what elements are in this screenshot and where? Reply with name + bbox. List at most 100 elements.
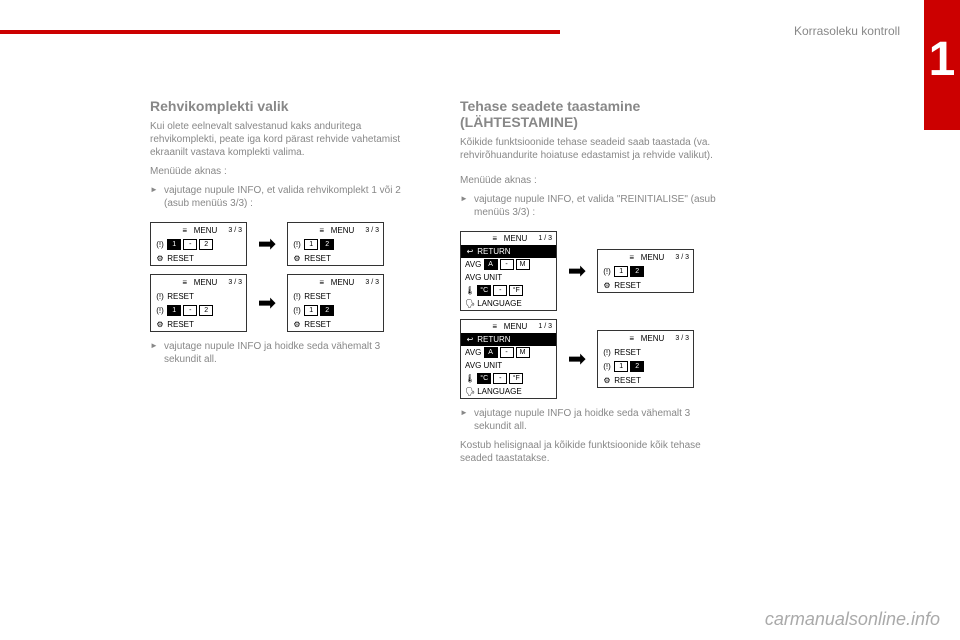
tire-icon: (!)	[155, 292, 165, 301]
right-p3: Kostub helisignaal ja kõikide funktsioon…	[460, 439, 730, 465]
reset-label: RESET	[304, 254, 331, 263]
screen-row: ≡MENU1 / 3 ↩ RETURN AVG A-M AVG UNIT 🌡 °…	[460, 231, 730, 311]
reset-icon: ⚙	[602, 281, 612, 290]
opt-2: 2	[199, 239, 213, 250]
menu-screen: ≡MENU3 / 3 (!) RESET (!) 12 ⚙ RESET	[597, 330, 694, 388]
tire-icon: (!)	[155, 306, 165, 315]
arrow-icon: ➡	[247, 290, 287, 316]
menu-label: MENU	[194, 278, 218, 287]
opt-dash: -	[493, 285, 507, 296]
reset-icon: ⚙	[155, 320, 165, 329]
opt-1: 1	[614, 266, 628, 277]
menu-label: MENU	[504, 322, 528, 331]
opt-2: 2	[630, 266, 644, 277]
opt-1: 1	[167, 305, 181, 316]
menu-icon: ≡	[317, 226, 327, 235]
opt-a: A	[484, 347, 498, 358]
menu-icon: ≡	[317, 278, 327, 287]
left-p1: Kui olete eelnevalt salvestanud kaks and…	[150, 120, 420, 159]
opt-1: 1	[304, 239, 318, 250]
language-label: LANGUAGE	[477, 299, 521, 308]
reset-icon: ⚙	[155, 254, 165, 263]
page-indicator: 1 / 3	[538, 235, 552, 242]
screen-row: ≡MENU3 / 3 (!) 1-2 ⚙ RESET ➡ ≡MENU3 / 3 …	[150, 222, 420, 266]
menu-icon: ≡	[627, 253, 637, 262]
menu-label: MENU	[504, 234, 528, 243]
reset-label: RESET	[167, 292, 194, 301]
opt-2: 2	[320, 305, 334, 316]
opt-m: M	[516, 259, 530, 270]
page-indicator: 3 / 3	[675, 254, 689, 261]
arrow-icon: ➡	[557, 346, 597, 372]
page-indicator: 3 / 3	[365, 279, 379, 286]
left-column: Rehvikomplekti valik Kui olete eelnevalt…	[150, 98, 420, 372]
reset-icon: ⚙	[292, 254, 302, 263]
avg-label: AVG	[465, 348, 481, 357]
menu-label: MENU	[331, 226, 355, 235]
menu-label: MENU	[641, 253, 665, 262]
temp-icon: 🌡	[465, 286, 475, 295]
tire-icon: (!)	[602, 362, 612, 371]
screen-row: ≡MENU3 / 3 (!) RESET (!) 1-2 ⚙ RESET ➡ ≡…	[150, 274, 420, 332]
opt-f: °F	[509, 285, 523, 296]
reset-label: RESET	[167, 254, 194, 263]
language-icon: 🗣	[465, 387, 475, 396]
return-label: RETURN	[477, 335, 510, 344]
menu-screen-tall: ≡MENU1 / 3 ↩ RETURN AVG A-M AVG UNIT 🌡 °…	[460, 319, 557, 399]
right-title: Tehase seadete taastamine (LÄHTESTAMINE)	[460, 98, 730, 130]
right-p1: Kõikide funktsioonide tehase seadeid saa…	[460, 136, 730, 162]
tire-icon: (!)	[292, 292, 302, 301]
right-bullet-2: vajutage nupule INFO ja hoidke seda vähe…	[460, 407, 730, 433]
menu-screen: ≡MENU3 / 3 (!) RESET (!) 12 ⚙ RESET	[287, 274, 384, 332]
return-icon: ↩	[465, 335, 475, 344]
right-screens: ≡MENU1 / 3 ↩ RETURN AVG A-M AVG UNIT 🌡 °…	[460, 231, 730, 399]
menu-screen: ≡MENU3 / 3 (!) 12 ⚙ RESET	[597, 249, 694, 293]
right-p2: Menüüde aknas :	[460, 174, 730, 187]
menu-icon: ≡	[627, 334, 637, 343]
opt-c: °C	[477, 285, 491, 296]
reset-icon: ⚙	[292, 320, 302, 329]
reset-label: RESET	[614, 376, 641, 385]
menu-screen: ≡MENU3 / 3 (!) 12 ⚙ RESET	[287, 222, 384, 266]
header-red-bar	[0, 30, 560, 34]
tire-icon: (!)	[292, 240, 302, 249]
left-screens: ≡MENU3 / 3 (!) 1-2 ⚙ RESET ➡ ≡MENU3 / 3 …	[150, 222, 420, 332]
arrow-icon: ➡	[557, 258, 597, 284]
menu-icon: ≡	[180, 226, 190, 235]
menu-screen-tall: ≡MENU1 / 3 ↩ RETURN AVG A-M AVG UNIT 🌡 °…	[460, 231, 557, 311]
watermark: carmanualsonline.info	[765, 609, 940, 630]
opt-f: °F	[509, 373, 523, 384]
opt-1: 1	[304, 305, 318, 316]
language-icon: 🗣	[465, 299, 475, 308]
opt-1: 1	[614, 361, 628, 372]
tire-icon: (!)	[155, 240, 165, 249]
return-icon: ↩	[465, 247, 475, 256]
tire-icon: (!)	[602, 267, 612, 276]
avgunit-label: AVG UNIT	[465, 361, 502, 370]
return-label: RETURN	[477, 247, 510, 256]
opt-c: °C	[477, 373, 491, 384]
page-indicator: 3 / 3	[228, 279, 242, 286]
left-p2: Menüüde aknas :	[150, 165, 420, 178]
temp-icon: 🌡	[465, 374, 475, 383]
menu-icon: ≡	[180, 278, 190, 287]
reset-label: RESET	[614, 348, 641, 357]
reset-icon: ⚙	[602, 376, 612, 385]
opt-dash: -	[493, 373, 507, 384]
menu-screen: ≡MENU3 / 3 (!) 1-2 ⚙ RESET	[150, 222, 247, 266]
opt-dash: -	[500, 347, 514, 358]
opt-dash: -	[183, 305, 197, 316]
arrow-icon: ➡	[247, 231, 287, 257]
tire-icon: (!)	[602, 348, 612, 357]
reset-label: RESET	[304, 320, 331, 329]
menu-label: MENU	[194, 226, 218, 235]
left-bullet-1: vajutage nupule INFO, et valida rehvikom…	[150, 184, 420, 210]
right-column: Tehase seadete taastamine (LÄHTESTAMINE)…	[460, 98, 730, 471]
menu-screen: ≡MENU3 / 3 (!) RESET (!) 1-2 ⚙ RESET	[150, 274, 247, 332]
opt-2: 2	[199, 305, 213, 316]
opt-dash: -	[183, 239, 197, 250]
screen-row: ≡MENU1 / 3 ↩ RETURN AVG A-M AVG UNIT 🌡 °…	[460, 319, 730, 399]
avg-label: AVG	[465, 260, 481, 269]
opt-2: 2	[630, 361, 644, 372]
opt-1: 1	[167, 239, 181, 250]
